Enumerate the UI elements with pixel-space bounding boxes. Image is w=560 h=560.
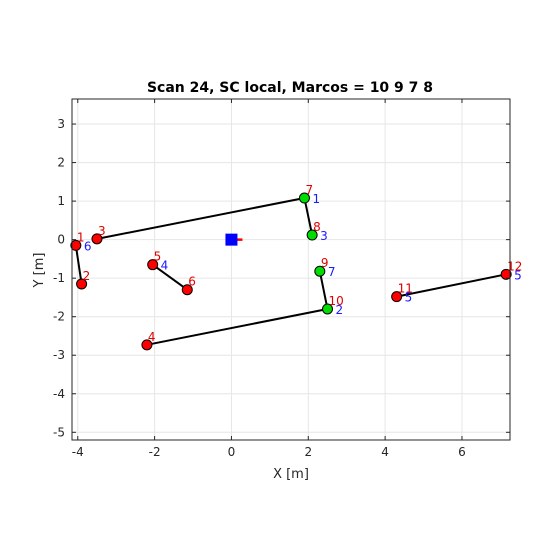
y-tick-label: -3 bbox=[53, 348, 65, 362]
y-tick-label: 1 bbox=[57, 194, 65, 208]
point-label-blue: 6 bbox=[84, 239, 92, 253]
robot-marker bbox=[225, 233, 243, 246]
y-axis-label: Y [m] bbox=[32, 253, 47, 289]
point-label-red: 3 bbox=[98, 224, 106, 238]
y-tick-label: 0 bbox=[57, 233, 65, 247]
point-label-blue: 2 bbox=[336, 303, 344, 317]
point-label-red: 8 bbox=[313, 220, 321, 234]
landmark-point bbox=[322, 303, 333, 315]
landmark-point bbox=[70, 239, 82, 251]
y-tick-label: -4 bbox=[53, 387, 65, 401]
y-tick-label: -2 bbox=[53, 310, 65, 324]
landmark-point bbox=[91, 233, 103, 245]
x-tick-label: 2 bbox=[304, 445, 312, 459]
landmark-point bbox=[76, 278, 88, 290]
line-segment bbox=[152, 263, 188, 291]
points-layer bbox=[70, 192, 512, 351]
landmark-point bbox=[298, 192, 310, 204]
robot-body bbox=[225, 233, 238, 246]
line-segment bbox=[318, 271, 329, 310]
line-segment bbox=[96, 197, 305, 240]
point-label-red: 2 bbox=[83, 269, 91, 283]
line-segment bbox=[74, 245, 83, 285]
line-segment bbox=[396, 273, 507, 298]
chart-title: Scan 24, SC local, Marcos = 10 9 7 8 bbox=[147, 80, 433, 96]
point-label-red: 1 bbox=[77, 230, 85, 244]
x-tick-label: -4 bbox=[72, 445, 84, 459]
plot-frame bbox=[71, 98, 511, 441]
x-tick-label: -2 bbox=[149, 445, 161, 459]
x-axis-label: X [m] bbox=[273, 467, 309, 482]
segments-layer bbox=[74, 197, 507, 346]
point-label-red: 10 bbox=[329, 294, 344, 308]
point-label-red: 7 bbox=[305, 183, 313, 197]
x-tick-label: 0 bbox=[228, 445, 236, 459]
landmark-point bbox=[141, 339, 153, 351]
y-tick-label: 2 bbox=[57, 156, 65, 170]
point-label-blue: 4 bbox=[161, 259, 169, 273]
x-tick-label: 4 bbox=[381, 445, 389, 459]
point-label-red: 5 bbox=[154, 250, 162, 264]
y-tick-label: 3 bbox=[57, 117, 65, 131]
point-label-blue: 5 bbox=[514, 268, 522, 282]
point-label-red: 4 bbox=[148, 330, 156, 344]
landmark-point bbox=[306, 229, 318, 241]
point-label-blue: 1 bbox=[312, 192, 320, 206]
line-segment bbox=[303, 197, 314, 236]
y-tick-label: -1 bbox=[53, 271, 65, 285]
x-tick-label: 6 bbox=[458, 445, 466, 459]
landmark-point bbox=[391, 291, 403, 303]
point-label-red: 9 bbox=[321, 256, 329, 270]
point-label-blue: 3 bbox=[320, 229, 328, 243]
landmark-point bbox=[181, 284, 193, 296]
grid-lines bbox=[72, 99, 510, 440]
line-segment bbox=[146, 308, 328, 346]
point-label-red: 12 bbox=[507, 259, 522, 273]
point-label-red: 11 bbox=[398, 282, 413, 296]
landmark-point bbox=[314, 265, 326, 277]
point-label-blue: 5 bbox=[405, 291, 413, 305]
landmark-point bbox=[147, 259, 159, 271]
point-label-red: 6 bbox=[188, 275, 196, 289]
landmark-point bbox=[500, 268, 512, 280]
point-label-blue: 7 bbox=[328, 265, 336, 279]
y-tick-label: -5 bbox=[53, 425, 65, 439]
